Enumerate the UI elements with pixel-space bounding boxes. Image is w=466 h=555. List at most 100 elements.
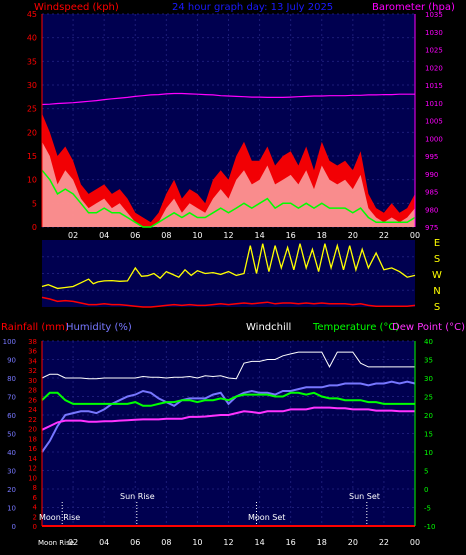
humidity-tick-label: 10 — [7, 505, 16, 513]
time-tick-label: 22 — [379, 231, 389, 240]
rain-tick-label: 10 — [28, 474, 37, 482]
temperature-axis-label: Temperature (°C) — [312, 322, 399, 333]
rain-tick-label: 28 — [28, 387, 37, 395]
moon-rise-annotation: Moon Rise — [39, 513, 80, 522]
temperature-tick-label: 10 — [424, 449, 433, 457]
rain-tick-label: 0 — [33, 523, 37, 531]
moon-set-annotation: Moon Set — [248, 513, 285, 522]
time-tick-label: 18 — [317, 538, 327, 547]
barometer-tick-label: 1025 — [425, 47, 443, 55]
barometer-axis-label: Barometer (hpa) — [372, 2, 455, 13]
rain-tick-label: 8 — [33, 484, 37, 492]
humidity-tick-label: 0 — [12, 523, 16, 531]
average-wind-line — [41, 169, 416, 228]
rain-tick-label: 22 — [28, 416, 37, 424]
time-tick-label: 12 — [223, 538, 233, 547]
time-tick-label: 02 — [68, 231, 78, 240]
windspeed-tick-label: 5 — [32, 199, 37, 208]
time-tick-label: 18 — [317, 231, 327, 240]
barometer-tick-label: 1000 — [425, 135, 443, 143]
time-tick-label: 14 — [254, 231, 264, 240]
sun-set-annotation: Sun Set — [349, 492, 380, 501]
rain-tick-label: 18 — [28, 435, 37, 443]
windspeed-area — [42, 141, 415, 227]
time-tick-label: 06 — [130, 231, 140, 240]
rain-tick-label: 34 — [28, 357, 37, 365]
rain-tick-label: 20 — [28, 426, 37, 434]
rain-tick-label: 32 — [28, 367, 37, 375]
temperature-tick-label: 5 — [424, 468, 428, 476]
temperature-tick-label: 15 — [424, 431, 433, 439]
rain-tick-label: 2 — [33, 513, 37, 521]
sun-rise-annotation: Sun Rise — [120, 492, 155, 501]
rainfall-axis-label: Rainfall (mm) — [1, 322, 69, 333]
humidity-tick-label: 30 — [7, 468, 16, 476]
direction-label: N — [433, 286, 440, 297]
time-tick-label: 10 — [192, 538, 202, 547]
humidity-tick-label: 70 — [7, 394, 16, 402]
time-tick-label: 02 — [68, 538, 78, 547]
rain-tick-label: 12 — [28, 465, 37, 473]
barometer-tick-label: 1035 — [425, 11, 443, 19]
barometer-tick-label: 1020 — [425, 64, 443, 72]
barometer-tick-label: 975 — [425, 224, 438, 232]
wind-direction-line — [41, 243, 416, 290]
rain-tick-label: 38 — [28, 338, 37, 346]
direction-label: S — [434, 302, 440, 313]
humidity-tick-label: 60 — [7, 412, 16, 420]
temperature-tick-label: 20 — [424, 412, 433, 420]
temperature-tick-label: 35 — [424, 357, 433, 365]
wind-speed-trace — [41, 296, 416, 308]
rain-tick-label: 36 — [28, 348, 37, 356]
time-tick-label: 10 — [192, 231, 202, 240]
time-tick-label: 04 — [99, 538, 109, 547]
direction-label: E — [434, 238, 440, 249]
rain-tick-label: 4 — [33, 504, 38, 512]
rain-tick-label: 30 — [28, 377, 37, 385]
humidity-tick-label: 100 — [3, 338, 16, 346]
time-tick-label: 16 — [286, 231, 296, 240]
windspeed-axis-label: Windspeed (kph) — [34, 2, 119, 13]
barometer-tick-label: 985 — [425, 189, 438, 197]
graph-title: 24 hour graph day: 13 July 2025 — [172, 2, 333, 13]
temperature-tick-label: 40 — [424, 338, 433, 346]
windspeed-tick-label: 35 — [27, 57, 37, 66]
dewpoint-axis-label: Dew Point (°C) — [392, 322, 465, 333]
time-tick-label: 08 — [161, 538, 171, 547]
time-tick-label: 00 — [410, 231, 420, 240]
barometer-tick-label: 995 — [425, 153, 438, 161]
windspeed-tick-label: 40 — [27, 34, 37, 43]
rain-tick-label: 16 — [28, 445, 37, 453]
windchill-line — [41, 351, 415, 380]
barometer-tick-label: 1015 — [425, 82, 443, 90]
windspeed-tick-label: 10 — [27, 176, 37, 185]
time-tick-label: 04 — [99, 231, 109, 240]
time-tick-label: 16 — [286, 538, 296, 547]
time-tick-label: 12 — [223, 231, 233, 240]
windspeed-tick-label: 20 — [27, 128, 37, 137]
time-tick-label: 06 — [130, 538, 140, 547]
direction-label: S — [434, 254, 440, 265]
time-tick-label: 08 — [161, 231, 171, 240]
windspeed-tick-label: 15 — [27, 152, 37, 161]
time-tick-label: 00 — [410, 538, 420, 547]
barometer-tick-label: 1005 — [425, 118, 443, 126]
windchill-label: Windchill — [246, 322, 291, 333]
temperature-tick-label: -5 — [424, 505, 431, 513]
humidity-tick-label: 20 — [7, 486, 16, 494]
time-tick-label: 20 — [348, 538, 358, 547]
rain-tick-label: 14 — [28, 455, 37, 463]
direction-label: W — [432, 270, 442, 281]
time-tick-label: 20 — [348, 231, 358, 240]
windspeed-tick-label: 45 — [27, 10, 37, 19]
temperature-tick-label: 25 — [424, 394, 433, 402]
barometer-tick-label: 1030 — [425, 29, 443, 37]
barometer-tick-label: 1010 — [425, 100, 443, 108]
windspeed-tick-label: 25 — [27, 105, 37, 114]
humidity-tick-label: 40 — [7, 449, 16, 457]
moon-rise-axis-annotation: Moon Rise — [38, 539, 74, 547]
humidity-tick-label: 80 — [7, 375, 16, 383]
rain-tick-label: 26 — [28, 396, 37, 404]
rain-tick-label: 6 — [33, 494, 38, 502]
